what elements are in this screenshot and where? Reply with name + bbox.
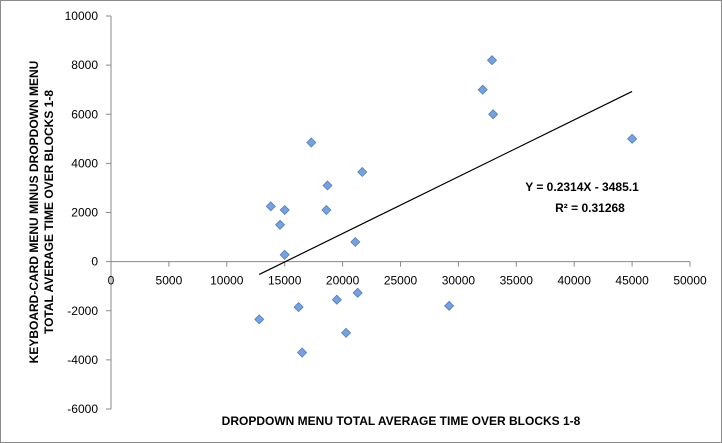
x-tick-label: 10000: [210, 274, 244, 288]
data-point: [306, 137, 317, 148]
y-axis-title-line1: KEYBOARD-CARD MENU MINUS DROPDOWN MENU: [27, 61, 41, 364]
x-tick-label: 40000: [558, 274, 592, 288]
x-tick-label: 25000: [384, 274, 418, 288]
data-point: [352, 287, 363, 298]
trendline-equation: Y = 0.2314X - 3485.1: [525, 180, 639, 194]
y-tick-label: -6000: [67, 402, 98, 416]
y-tick-label: -4000: [67, 353, 98, 367]
y-tick-label: 0: [91, 255, 98, 269]
data-point: [321, 204, 332, 216]
x-tick-label: 30000: [442, 274, 476, 288]
x-tick-label: 50000: [673, 274, 707, 288]
data-point: [341, 327, 352, 338]
y-tick-label: 2000: [71, 206, 98, 220]
y-tick-label: 6000: [71, 107, 98, 121]
data-point: [488, 109, 499, 120]
data-point: [275, 219, 286, 230]
x-tick-labels: 0 5000 10000 15000 20000 25000 30000 35000 40000…: [108, 261, 707, 288]
data-point: [477, 84, 488, 95]
data-point: [486, 55, 498, 66]
y-tick-label: 4000: [71, 156, 98, 170]
data-point: [444, 300, 455, 311]
data-point: [293, 301, 304, 313]
trendline-group: [258, 90, 633, 276]
data-points: [254, 55, 638, 358]
data-point: [627, 133, 638, 144]
y-tick-label: 10000: [65, 9, 99, 23]
x-tick-label: 0: [108, 274, 115, 288]
y-tick-label: 8000: [71, 58, 98, 72]
data-point: [265, 201, 276, 212]
x-tick-label: 20000: [326, 274, 360, 288]
data-point: [357, 166, 368, 178]
x-axis-title: DROPDOWN MENU TOTAL AVERAGE TIME OVER BL…: [222, 414, 581, 428]
data-point: [279, 249, 290, 260]
trendline: [258, 90, 633, 276]
data-point: [279, 204, 290, 216]
data-point: [350, 236, 361, 248]
x-tick-label: 45000: [615, 274, 649, 288]
data-point: [254, 314, 265, 325]
data-point: [322, 180, 333, 191]
x-tick-label: 35000: [500, 274, 534, 288]
x-tick-label: 5000: [156, 274, 183, 288]
y-axis-title-line2: TOTAL AVERAGE TIME OVER BLOCKS 1-8: [42, 90, 56, 334]
data-point: [297, 347, 308, 358]
trendline-r-squared: R² = 0.31268: [555, 201, 625, 215]
y-tick-labels: 10000 8000 6000 4000 2000 0 -2000 -4000 -6000: [65, 9, 111, 416]
data-point: [331, 294, 342, 305]
y-tick-label: -2000: [67, 304, 98, 318]
x-tick-label: 15000: [268, 274, 302, 288]
